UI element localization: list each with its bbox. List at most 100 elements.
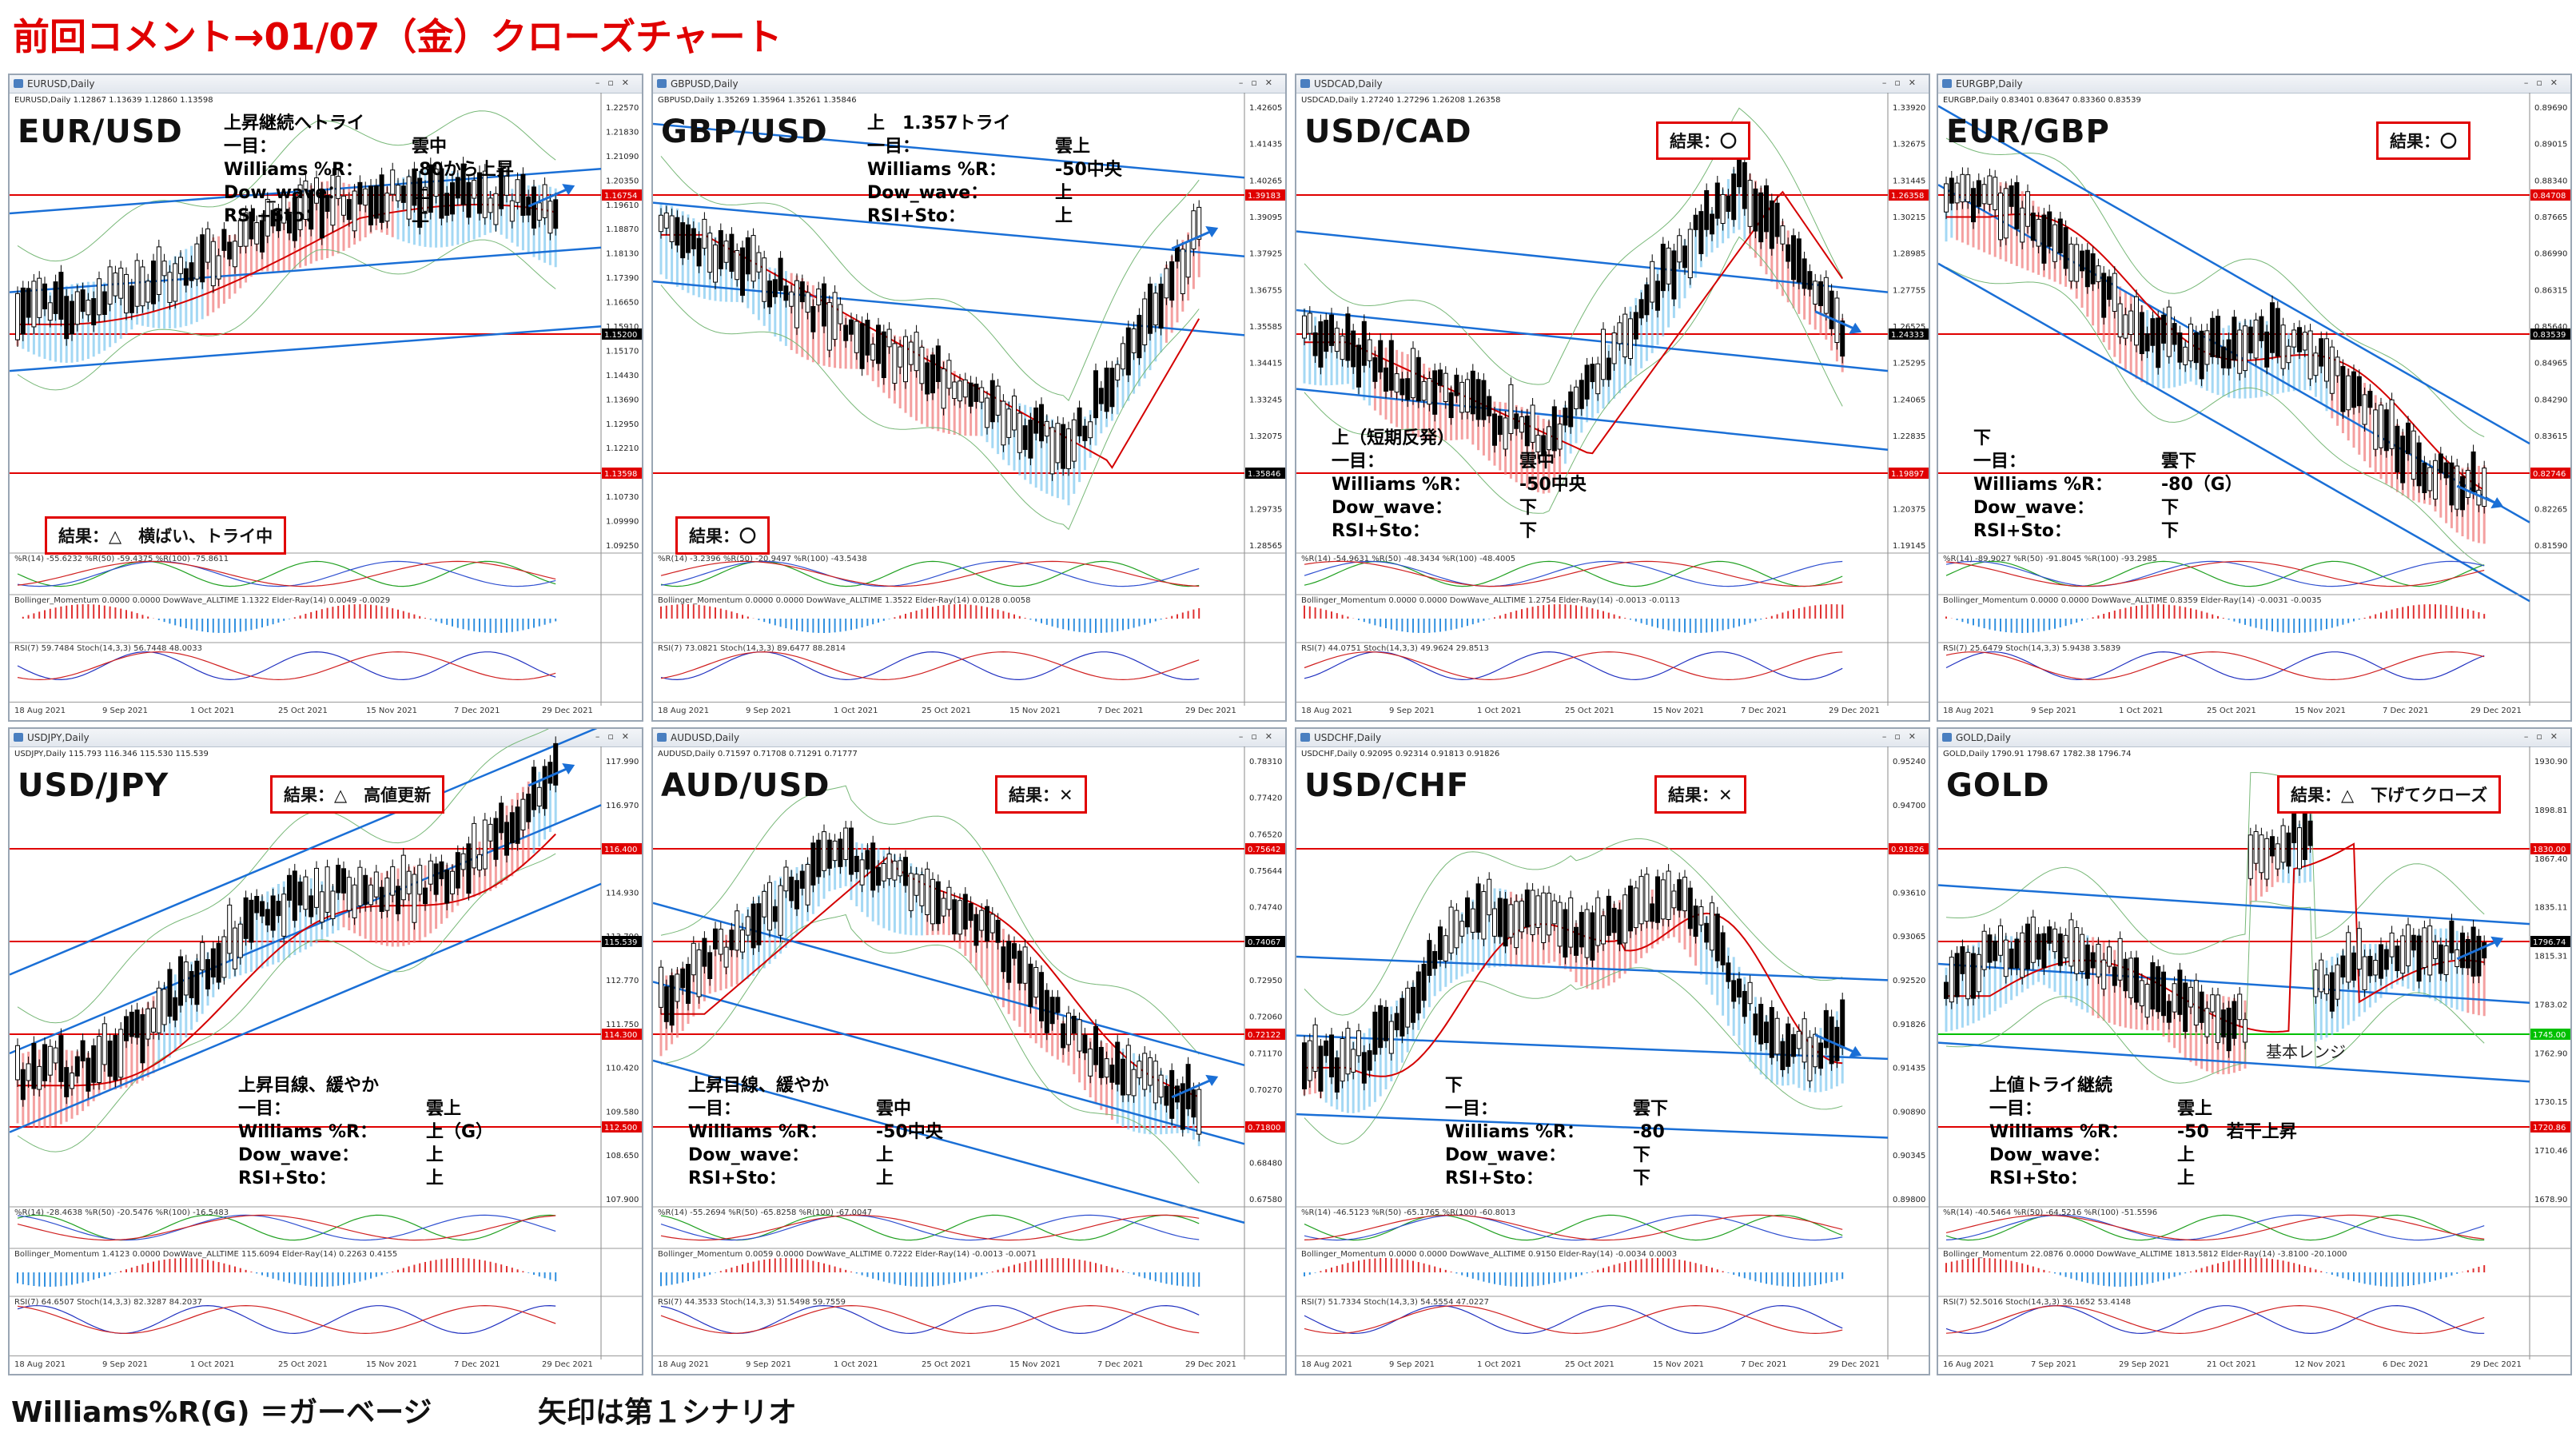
comment-label: Dow_wave： (1332, 498, 1453, 518)
window-titlebar[interactable]: USDCHF,Daily –▫✕ (1296, 729, 1929, 747)
chart-panel-eur-usd[interactable]: EURUSD,Daily –▫✕ 1.22570 1.21830 1.21090 1.20… (8, 74, 643, 722)
comment-row: Williams %R： -50 若干上昇 (1989, 1121, 2297, 1144)
chart-panel-usd-chf[interactable]: USDCHF,Daily–▫✕0.952400.947000.941550.93… (1295, 727, 1930, 1375)
window-title: EURUSD,Daily (27, 78, 95, 90)
price-tick-label: 1.37925 (1249, 250, 1282, 259)
price-tick-label: 1.36755 (1249, 286, 1282, 295)
window-controls-icon[interactable]: –▫✕ (1238, 731, 1280, 742)
scenario-comment: 下一目： 雲下 Williams %R： -80 Dow_wave：下 RSI+Sto：下 (1445, 1074, 1668, 1190)
price-tick-label: 0.89015 (2534, 141, 2567, 149)
price-tick-label: 0.67580 (1249, 1196, 1282, 1204)
price-tick-label: 1.20375 (1893, 505, 1925, 514)
indicator-label: %R(14) -55.6232 %R(50) -59.4375 %R(100) … (14, 555, 229, 563)
comment-value: -50中央 (876, 1122, 943, 1142)
window-controls-icon[interactable]: –▫✕ (1881, 78, 1924, 88)
moving-average-line (661, 854, 1200, 1098)
window-titlebar[interactable]: EURGBP,Daily –▫✕ (1938, 75, 2570, 94)
window-titlebar[interactable]: GBPUSD,Daily –▫✕ (653, 75, 1285, 94)
comment-value: -50中央 (1519, 475, 1587, 495)
chart-panel-eur-gbp[interactable]: EURGBP,Daily –▫✕ 0.89690 0.89015 0.88340 0.87… (1937, 74, 2572, 722)
ohlc-readout: AUDUSD,Daily 0.71597 0.71708 0.71291 0.7… (658, 750, 858, 758)
price-level-label: 0.83539 (2533, 331, 2566, 340)
scenario-comment: 上 1.357トライ 一目： 雲上 Williams %R： -50中央 Dow_wave… (867, 112, 1122, 228)
date-axis: 18 Aug 2021 9 Sep 2021 1 Oct 2021 25 Oct 20… (10, 702, 642, 720)
date-tick-label: 6 Dec 2021 (2383, 1360, 2429, 1369)
window-title: GBPUSD,Daily (671, 78, 739, 90)
window-controls-icon[interactable]: –▫✕ (595, 731, 637, 742)
window-titlebar[interactable]: AUDUSD,Daily –▫✕ (653, 729, 1285, 747)
window-titlebar[interactable]: USDCAD,Daily –▫✕ (1296, 75, 1929, 94)
price-tick-label: 1.22835 (1893, 432, 1925, 441)
price-tick-label: 1.30215 (1893, 213, 1925, 222)
window-controls-icon[interactable]: –▫✕ (2523, 731, 2566, 742)
price-level-label: 0.82746 (2533, 470, 2566, 479)
date-tick-label: 25 Oct 2021 (922, 1360, 971, 1369)
date-tick-label: 15 Nov 2021 (1009, 1360, 1061, 1369)
price-tick-label: 1.40265 (1249, 177, 1282, 185)
comment-row: 一目： 雲中 (224, 135, 514, 158)
footer-notes: Williams%R(G) ＝ガーベージ 矢印は第１シナリオ (11, 1389, 893, 1431)
comment-label: 下 (1445, 1076, 1463, 1096)
date-tick-label: 29 Dec 2021 (1829, 707, 1880, 715)
comment-value: 下 (1519, 521, 1538, 541)
candlestick-series (1944, 806, 2487, 1058)
price-level-label: 0.72122 (1248, 1031, 1280, 1040)
date-tick-label: 25 Oct 2021 (1565, 1360, 1614, 1369)
comment-label: 下 (1973, 428, 1992, 448)
window-controls-icon[interactable]: –▫✕ (1238, 78, 1280, 88)
date-tick-label: 7 Dec 2021 (1741, 1360, 1787, 1369)
price-tick-label: 1.09990 (606, 518, 639, 527)
comment-value: 下 (2161, 498, 2180, 518)
window-titlebar[interactable]: EURUSD,Daily –▫✕ (10, 75, 642, 94)
comment-row: Dow_wave： 下 (1445, 1144, 1668, 1167)
comment-value: 雲中 (876, 1099, 912, 1119)
comment-row: Dow_wave： 下 (1332, 496, 1587, 519)
comment-row: RSI+Sto： 上 (224, 205, 514, 228)
price-tick-label: 1.14430 (606, 372, 639, 380)
comment-label: 一目： (688, 1099, 742, 1119)
chart-panel-gold[interactable]: GOLD,Daily –▫✕ 1930.90 1898.81 1867.40 1835.1… (1937, 727, 2572, 1375)
price-tick-label: 1.18130 (606, 250, 639, 259)
price-tick-label: 1867.40 (2534, 855, 2567, 864)
window-controls-icon[interactable]: –▫✕ (595, 78, 637, 88)
price-tick-label: 117.990 (606, 758, 639, 766)
comment-row: Williams %R： -50中央 (1332, 473, 1587, 496)
date-tick-label: 9 Sep 2021 (2031, 707, 2077, 715)
price-tick-label: 0.89690 (2534, 104, 2567, 113)
chart-panel-usd-jpy[interactable]: USDJPY,Daily–▫✕117.990116.970115.950114.… (8, 727, 643, 1375)
window-controls-icon[interactable]: –▫✕ (2523, 78, 2566, 88)
window-titlebar[interactable]: USDJPY,Daily –▫✕ (10, 729, 642, 747)
symbol-label: USD/JPY (18, 767, 169, 804)
price-tick-label: 0.86990 (2534, 250, 2567, 259)
chart-panel-usd-cad[interactable]: USDCAD,Daily –▫✕ 1.33920 1.32675 1.31445 1.30… (1295, 74, 1930, 722)
date-tick-label: 9 Sep 2021 (102, 707, 149, 715)
price-level-label: 1796.74 (2533, 938, 2566, 947)
footer-note-williams: Williams%R(G) ＝ガーベージ (11, 1396, 432, 1429)
price-tick-label: 1762.90 (2534, 1049, 2567, 1058)
comment-value: 上 (412, 183, 430, 203)
comment-value: 雲中 (1519, 452, 1555, 472)
chart-panel-gbp-usd[interactable]: GBPUSD,Daily –▫✕ 1.42605 1.41435 1.40265 1.39… (651, 74, 1287, 722)
scenario-comment: 下一目： 雲下 Williams %R： -80（G） Dow_wave：下 RSI+St… (1973, 427, 2243, 543)
chart-window-icon (1300, 733, 1310, 742)
window-titlebar[interactable]: GOLD,Daily –▫✕ (1938, 729, 2570, 747)
price-tick-label: 110.420 (606, 1065, 639, 1073)
price-chart-svg: 0.952400.947000.941550.936100.930650.925… (1296, 746, 1929, 1359)
scenario-comment: 上値トライ継続 一目： 雲上 Williams %R： -50 若干上昇 Dow_wave… (1989, 1074, 2297, 1190)
comment-label: 一目： (224, 137, 277, 157)
comment-label: Dow_wave： (1989, 1145, 2111, 1165)
indicator-pane-1 (1304, 560, 1843, 587)
chart-panel-aud-usd[interactable]: AUDUSD,Daily –▫✕ 0.78310 0.77420 0.76520 0.75… (651, 727, 1287, 1375)
price-level-label: 1.26358 (1891, 192, 1924, 201)
window-title: GOLD,Daily (1956, 732, 2011, 743)
comment-row: 一目： 雲上 (238, 1097, 493, 1121)
comment-value: 上 (1055, 183, 1073, 203)
result-box: 結果：△ 高値更新 (270, 775, 445, 814)
date-tick-label: 29 Dec 2021 (1185, 707, 1236, 715)
price-level-label: 1.13598 (604, 470, 637, 479)
moving-average-line (18, 203, 556, 325)
comment-value: -50中央 (1055, 160, 1122, 180)
window-controls-icon[interactable]: –▫✕ (1881, 731, 1924, 742)
comment-row: Williams %R： -80から上昇 (224, 158, 514, 181)
chart-window-icon (657, 733, 667, 742)
